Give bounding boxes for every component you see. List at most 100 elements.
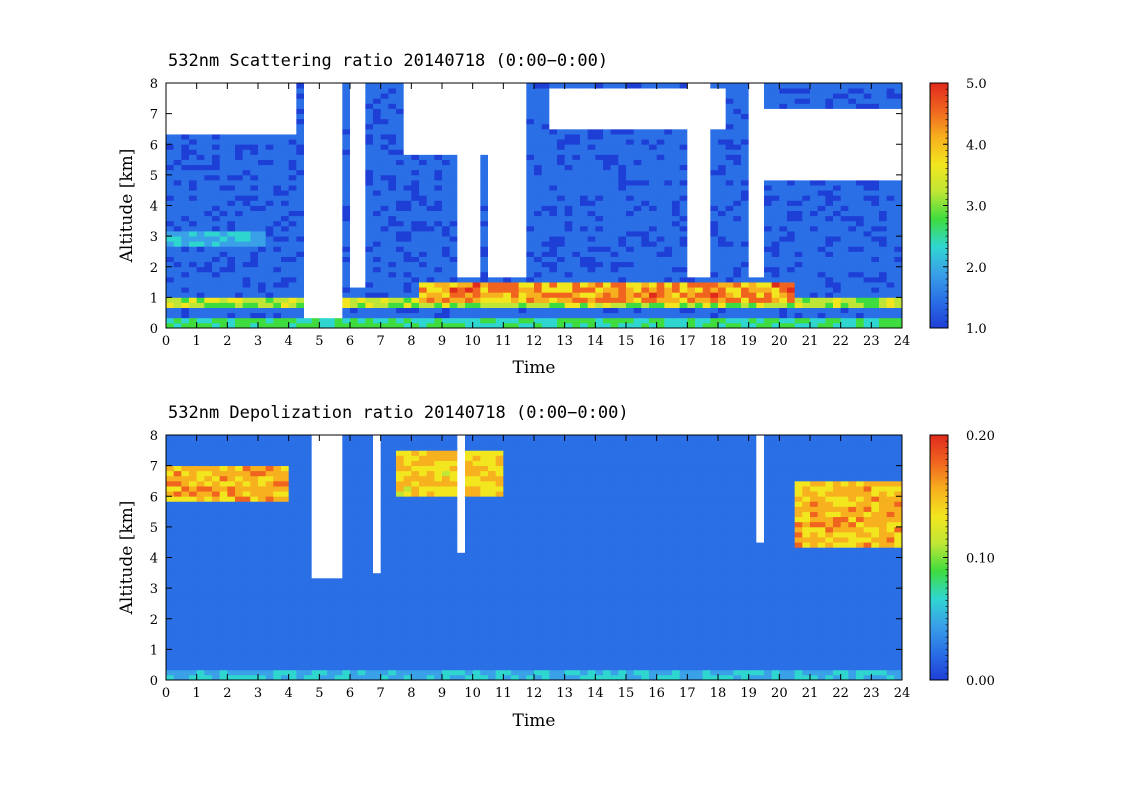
scattering-ratio-cell <box>741 322 750 328</box>
scattering-ratio-cell <box>833 276 842 283</box>
scattering-ratio-cell <box>572 128 581 135</box>
scattering-ratio-cell <box>886 123 895 130</box>
scattering-ratio-cell <box>741 185 750 191</box>
scattering-ratio-cell <box>465 144 474 150</box>
scattering-ratio-cell <box>304 251 313 257</box>
scattering-ratio-cell <box>894 190 902 196</box>
scattering-ratio-cell <box>580 225 589 232</box>
scattering-ratio-cell <box>426 256 435 263</box>
scattering-ratio-cell <box>764 205 773 211</box>
scattering-ratio-cell <box>327 312 336 319</box>
scattering-ratio-cell <box>664 185 673 191</box>
scattering-ratio-cell <box>357 174 366 181</box>
scattering-ratio-cell <box>840 144 849 150</box>
depolization-ratio-cell <box>173 583 182 589</box>
scattering-ratio-cell <box>449 205 458 211</box>
scattering-ratio-cell <box>817 103 826 109</box>
scattering-ratio-cell <box>457 282 466 288</box>
scattering-ratio-cell <box>526 297 535 303</box>
scattering-ratio-cell <box>434 312 443 319</box>
scattering-ratio-cell <box>380 98 389 104</box>
scattering-ratio-cell <box>488 210 497 217</box>
scattering-ratio-cell <box>610 210 619 217</box>
scattering-ratio-cell <box>442 195 451 201</box>
scattering-ratio-cell <box>480 210 489 217</box>
scattering-ratio-cell <box>664 108 673 115</box>
scattering-ratio-cell <box>564 159 573 166</box>
scattering-ratio-cell <box>825 103 834 109</box>
scattering-ratio-cell <box>518 159 527 166</box>
scattering-ratio-cell <box>641 292 650 298</box>
scattering-ratio-cell <box>434 103 443 109</box>
scattering-ratio-cell <box>411 123 420 130</box>
scattering-ratio-cell <box>695 241 704 247</box>
scattering-ratio-cell <box>403 282 412 288</box>
scattering-ratio-cell <box>342 154 351 160</box>
scattering-ratio-cell <box>227 241 236 247</box>
scattering-ratio-cell <box>863 246 872 252</box>
scattering-ratio-cell <box>718 307 727 314</box>
scattering-ratio-cell <box>296 134 305 140</box>
scattering-ratio-cell <box>610 200 619 206</box>
scattering-ratio-cell <box>641 297 650 303</box>
scattering-ratio-cell <box>871 261 880 268</box>
scattering-ratio-cell <box>610 292 619 298</box>
scattering-ratio-cell <box>488 292 497 298</box>
scattering-ratio-cell <box>204 271 213 278</box>
scattering-ratio-cell <box>403 251 412 257</box>
scattering-ratio-cell <box>656 190 665 196</box>
scattering-ratio-cell <box>235 307 244 314</box>
scattering-ratio-cell <box>311 276 320 283</box>
scattering-ratio-cell <box>235 159 244 166</box>
scattering-ratio-cell <box>626 144 635 150</box>
scattering-ratio-cell <box>480 149 489 155</box>
scattering-ratio-cell <box>250 195 259 201</box>
scattering-ratio-cell <box>610 271 619 278</box>
scattering-ratio-cell <box>250 139 259 145</box>
scattering-ratio-cell <box>189 261 198 268</box>
scattering-ratio-cell <box>495 256 504 263</box>
scattering-ratio-cell <box>350 139 359 145</box>
scattering-ratio-cell <box>725 307 734 314</box>
scattering-ratio-cell <box>771 134 780 140</box>
scattering-ratio-cell <box>281 322 290 328</box>
scattering-ratio-cell <box>189 307 198 314</box>
scattering-ratio-cell <box>403 292 412 298</box>
scattering-ratio-cell <box>534 287 543 293</box>
scattering-ratio-cell <box>695 312 704 319</box>
depolization-ratio-cell <box>181 496 190 502</box>
scattering-ratio-cell <box>840 185 849 191</box>
scattering-ratio-cell <box>288 144 297 150</box>
scattering-ratio-cell <box>633 149 642 155</box>
scattering-ratio-cell <box>856 241 865 247</box>
scattering-ratio-cell <box>733 169 742 176</box>
scattering-ratio-cell <box>396 179 405 186</box>
scattering-ratio-cell <box>564 246 573 252</box>
scattering-ratio-cell <box>212 322 221 328</box>
scattering-ratio-cell <box>825 88 834 94</box>
scattering-ratio-cell <box>196 215 205 222</box>
scattering-ratio-cell <box>564 83 573 89</box>
scattering-ratio-cell <box>748 215 757 222</box>
scattering-ratio-cell <box>311 118 320 125</box>
scattering-ratio-cell <box>733 322 742 328</box>
scattering-ratio-cell <box>771 88 780 94</box>
scattering-ratio-cell <box>595 93 604 99</box>
scattering-ratio-cell <box>442 210 451 217</box>
scattering-ratio-cell <box>748 225 757 232</box>
scattering-ratio-cell <box>534 307 543 314</box>
scattering-ratio-cell <box>764 271 773 278</box>
scattering-ratio-cell <box>794 128 803 135</box>
scattering-ratio-cell <box>419 88 428 94</box>
scattering-ratio-cell <box>879 236 888 242</box>
scattering-ratio-cell <box>296 225 305 232</box>
scattering-ratio-cell <box>235 220 244 227</box>
scattering-ratio-cell <box>802 282 811 288</box>
scattering-ratio-cell <box>641 215 650 222</box>
depolization-ratio-cell <box>173 475 182 482</box>
scattering-ratio-cell <box>281 210 290 217</box>
scattering-ratio-cell <box>718 220 727 227</box>
scattering-ratio-cell <box>802 241 811 247</box>
scattering-ratio-cell <box>618 266 627 273</box>
scattering-ratio-cell <box>871 312 880 319</box>
